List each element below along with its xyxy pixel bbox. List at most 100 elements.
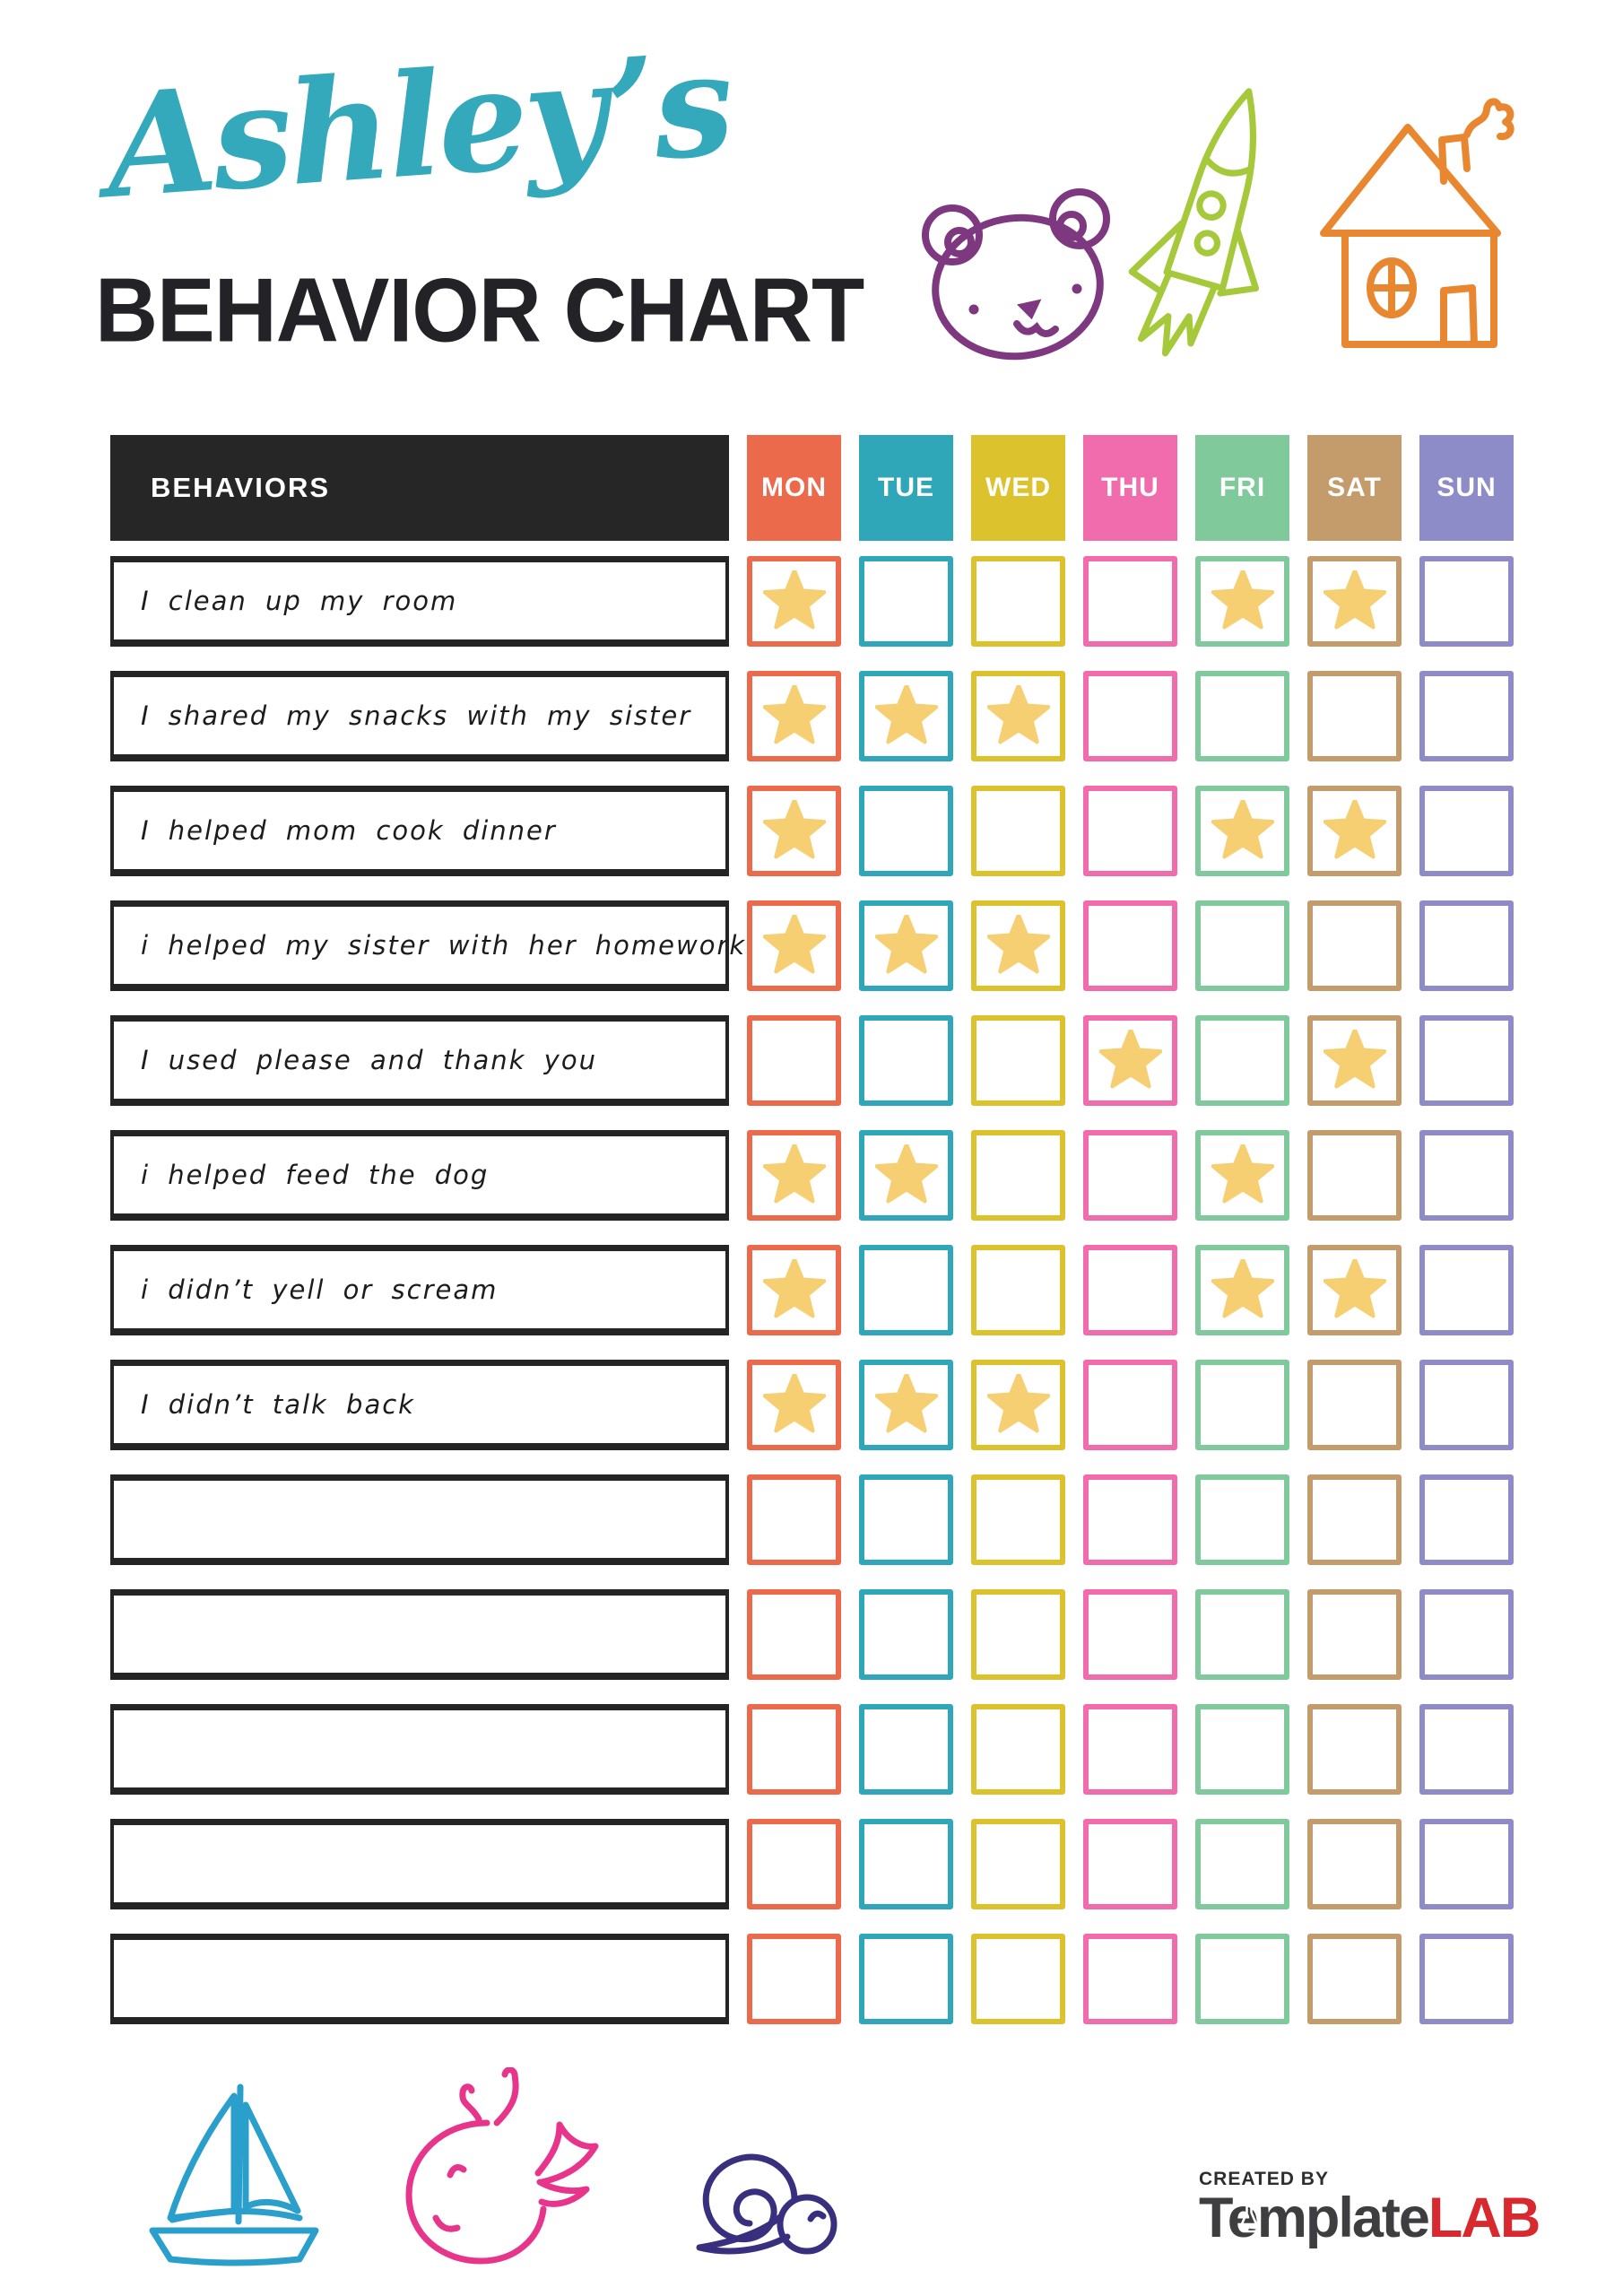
star-cell-row11-thu[interactable] xyxy=(1083,1704,1177,1795)
star-cell-row6-tue[interactable] xyxy=(859,1130,953,1221)
star-cell-row12-tue[interactable] xyxy=(859,1819,953,1909)
star-cell-row3-sun[interactable] xyxy=(1419,786,1514,876)
star-cell-row4-mon[interactable] xyxy=(747,900,841,991)
star-cell-row10-wed[interactable] xyxy=(971,1589,1065,1680)
star-cell-row11-sat[interactable] xyxy=(1307,1704,1402,1795)
star-cell-row13-thu[interactable] xyxy=(1083,1934,1177,2024)
star-cell-row5-thu[interactable] xyxy=(1083,1015,1177,1106)
star-cell-row8-sun[interactable] xyxy=(1419,1360,1514,1450)
star-cell-row2-thu[interactable] xyxy=(1083,671,1177,761)
star-cell-row6-mon[interactable] xyxy=(747,1130,841,1221)
star-cell-row8-thu[interactable] xyxy=(1083,1360,1177,1450)
behavior-table: BEHAVIORS MON TUE WED THU FRI SAT SUN I clean … xyxy=(110,435,1514,2024)
star-cell-row11-mon[interactable] xyxy=(747,1704,841,1795)
star-cell-row5-fri[interactable] xyxy=(1195,1015,1289,1106)
star-cell-row3-mon[interactable] xyxy=(747,786,841,876)
star-cell-row5-tue[interactable] xyxy=(859,1015,953,1106)
star-cell-row5-sun[interactable] xyxy=(1419,1015,1514,1106)
star-cell-row6-fri[interactable] xyxy=(1195,1130,1289,1221)
star-cell-row8-mon[interactable] xyxy=(747,1360,841,1450)
star-cell-row13-tue[interactable] xyxy=(859,1934,953,2024)
star-cell-row10-thu[interactable] xyxy=(1083,1589,1177,1680)
star-cell-row4-wed[interactable] xyxy=(971,900,1065,991)
star-cell-row2-sat[interactable] xyxy=(1307,671,1402,761)
star-cell-row8-wed[interactable] xyxy=(971,1360,1065,1450)
star-cell-row7-mon[interactable] xyxy=(747,1245,841,1335)
star-cell-row12-sun[interactable] xyxy=(1419,1819,1514,1909)
star-cell-row12-mon[interactable] xyxy=(747,1819,841,1909)
star-cell-row2-sun[interactable] xyxy=(1419,671,1514,761)
star-cell-row11-tue[interactable] xyxy=(859,1704,953,1795)
star-cell-row2-mon[interactable] xyxy=(747,671,841,761)
star-cell-row1-sat[interactable] xyxy=(1307,556,1402,647)
star-cell-row10-mon[interactable] xyxy=(747,1589,841,1680)
star-cell-row7-sun[interactable] xyxy=(1419,1245,1514,1335)
star-cell-row9-sun[interactable] xyxy=(1419,1474,1514,1565)
star-cell-row9-fri[interactable] xyxy=(1195,1474,1289,1565)
star-cell-row1-wed[interactable] xyxy=(971,556,1065,647)
star-cell-row11-wed[interactable] xyxy=(971,1704,1065,1795)
star-cell-row12-wed[interactable] xyxy=(971,1819,1065,1909)
star-cell-row4-tue[interactable] xyxy=(859,900,953,991)
star-cell-row9-sat[interactable] xyxy=(1307,1474,1402,1565)
star-cell-row11-fri[interactable] xyxy=(1195,1704,1289,1795)
star-cell-row3-wed[interactable] xyxy=(971,786,1065,876)
star-icon xyxy=(762,1144,826,1203)
sailboat-doodle-icon xyxy=(135,2076,334,2266)
star-cell-row10-sat[interactable] xyxy=(1307,1589,1402,1680)
star-cell-row8-tue[interactable] xyxy=(859,1360,953,1450)
star-cell-row9-tue[interactable] xyxy=(859,1474,953,1565)
star-cell-row13-mon[interactable] xyxy=(747,1934,841,2024)
behavior-input-box[interactable] xyxy=(110,1474,729,1565)
star-cell-row6-thu[interactable] xyxy=(1083,1130,1177,1221)
star-cell-row9-mon[interactable] xyxy=(747,1474,841,1565)
star-cell-row6-wed[interactable] xyxy=(971,1130,1065,1221)
star-cell-row8-fri[interactable] xyxy=(1195,1360,1289,1450)
star-cell-row2-tue[interactable] xyxy=(859,671,953,761)
behavior-input-box[interactable] xyxy=(110,1704,729,1795)
star-cell-row11-sun[interactable] xyxy=(1419,1704,1514,1795)
behavior-input-box[interactable] xyxy=(110,1934,729,2024)
star-cell-row3-sat[interactable] xyxy=(1307,786,1402,876)
star-cell-row10-fri[interactable] xyxy=(1195,1589,1289,1680)
star-cell-row13-sun[interactable] xyxy=(1419,1934,1514,2024)
star-cell-row7-tue[interactable] xyxy=(859,1245,953,1335)
star-cell-row9-wed[interactable] xyxy=(971,1474,1065,1565)
star-cell-row10-sun[interactable] xyxy=(1419,1589,1514,1680)
star-cell-row5-wed[interactable] xyxy=(971,1015,1065,1106)
star-cell-row4-sun[interactable] xyxy=(1419,900,1514,991)
star-cell-row1-tue[interactable] xyxy=(859,556,953,647)
behaviors-column-header: BEHAVIORS xyxy=(110,435,729,541)
star-cell-row7-sat[interactable] xyxy=(1307,1245,1402,1335)
star-cell-row7-thu[interactable] xyxy=(1083,1245,1177,1335)
star-cell-row2-fri[interactable] xyxy=(1195,671,1289,761)
star-cell-row2-wed[interactable] xyxy=(971,671,1065,761)
star-cell-row7-fri[interactable] xyxy=(1195,1245,1289,1335)
star-cell-row9-thu[interactable] xyxy=(1083,1474,1177,1565)
star-cell-row5-sat[interactable] xyxy=(1307,1015,1402,1106)
star-cell-row3-thu[interactable] xyxy=(1083,786,1177,876)
star-cell-row1-mon[interactable] xyxy=(747,556,841,647)
star-cell-row6-sat[interactable] xyxy=(1307,1130,1402,1221)
star-cell-row4-fri[interactable] xyxy=(1195,900,1289,991)
star-cell-row1-fri[interactable] xyxy=(1195,556,1289,647)
star-cell-row4-sat[interactable] xyxy=(1307,900,1402,991)
star-cell-row13-fri[interactable] xyxy=(1195,1934,1289,2024)
star-cell-row7-wed[interactable] xyxy=(971,1245,1065,1335)
star-cell-row1-thu[interactable] xyxy=(1083,556,1177,647)
star-cell-row6-sun[interactable] xyxy=(1419,1130,1514,1221)
star-cell-row10-tue[interactable] xyxy=(859,1589,953,1680)
star-cell-row12-sat[interactable] xyxy=(1307,1819,1402,1909)
star-cell-row3-tue[interactable] xyxy=(859,786,953,876)
star-cell-row3-fri[interactable] xyxy=(1195,786,1289,876)
star-cell-row12-fri[interactable] xyxy=(1195,1819,1289,1909)
behavior-input-box[interactable] xyxy=(110,1589,729,1680)
star-cell-row1-sun[interactable] xyxy=(1419,556,1514,647)
behavior-input-box[interactable] xyxy=(110,1819,729,1909)
star-cell-row4-thu[interactable] xyxy=(1083,900,1177,991)
star-cell-row12-thu[interactable] xyxy=(1083,1819,1177,1909)
star-cell-row5-mon[interactable] xyxy=(747,1015,841,1106)
star-cell-row8-sat[interactable] xyxy=(1307,1360,1402,1450)
star-cell-row13-wed[interactable] xyxy=(971,1934,1065,2024)
star-cell-row13-sat[interactable] xyxy=(1307,1934,1402,2024)
